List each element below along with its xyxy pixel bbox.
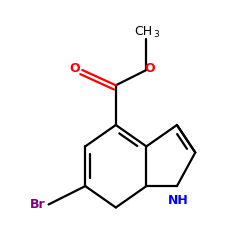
Text: O: O (145, 62, 155, 75)
Text: CH: CH (134, 25, 152, 38)
Text: Br: Br (30, 198, 46, 211)
Text: 3: 3 (154, 30, 159, 38)
Text: O: O (69, 62, 80, 75)
Text: NH: NH (168, 194, 189, 207)
